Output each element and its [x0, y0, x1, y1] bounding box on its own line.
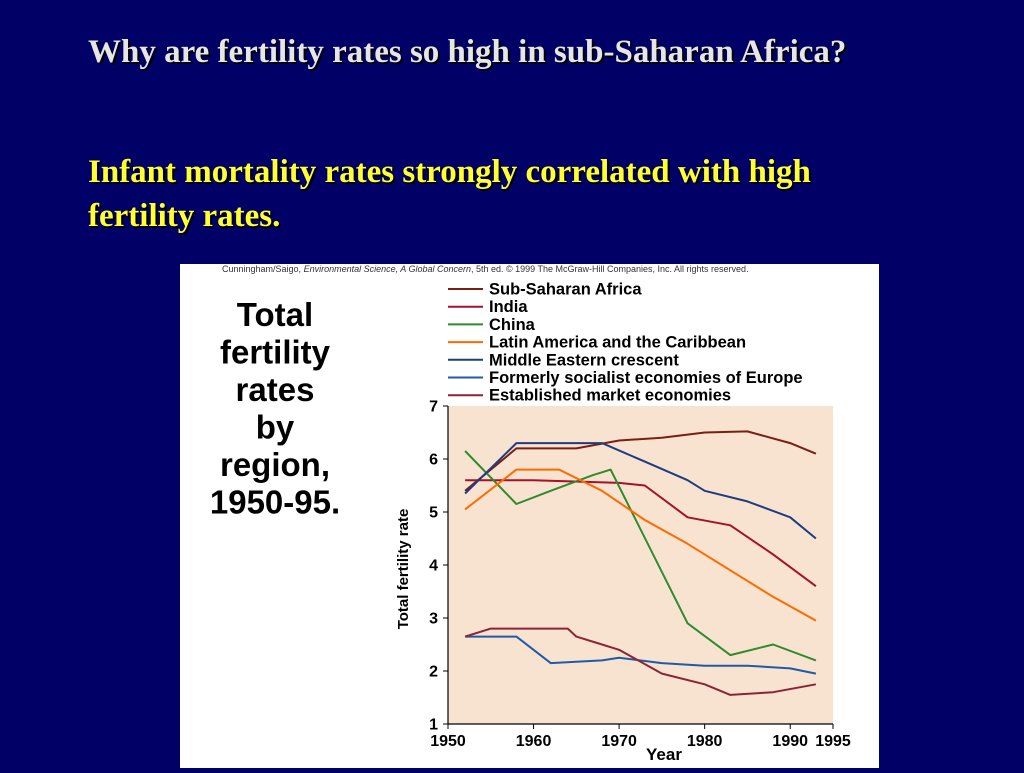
series-line [464, 468, 817, 622]
legend-label: Established market economies [489, 387, 731, 405]
series-lines [464, 430, 817, 696]
series-line [465, 635, 817, 675]
fertility-chart: Cunningham/Saigo, Environmental Science,… [210, 264, 851, 765]
series-line [465, 479, 817, 588]
series-line [464, 430, 817, 492]
slide-answer: Infant mortality rates strongly correlat… [88, 154, 811, 234]
chart-title-line: by [256, 409, 295, 446]
legend-label: Formerly socialist economies of Europe [489, 369, 803, 387]
x-tick-label: 1950 [430, 733, 466, 750]
x-tick-label: 1990 [772, 733, 808, 750]
legend-label: China [489, 316, 536, 334]
axes: 1 2 3 4 5 6 7 1950 1960 1970 1980 1990 1995 Year Total… [395, 399, 851, 765]
y-tick-label: 6 [429, 452, 438, 469]
series-line [464, 450, 817, 662]
series-line [464, 442, 817, 540]
y-axis-label: Total fertility rate [395, 509, 412, 630]
fertility-figure: Cunningham/Saigo, Environmental Science,… [180, 264, 879, 768]
chart-title-line: Total [237, 296, 313, 333]
slide-question: Why are fertility rates so high in sub-S… [88, 34, 847, 70]
chart-title-line: rates [236, 371, 315, 408]
x-tick-label: 1995 [815, 733, 851, 750]
figure-credit: Cunningham/Saigo, Environmental Science,… [222, 264, 749, 274]
credit-prefix: Cunningham/Saigo, [222, 264, 304, 274]
series-line [464, 627, 817, 696]
y-tick-label: 7 [429, 399, 438, 416]
y-tick-label: 3 [429, 611, 438, 628]
y-tick-label: 1 [429, 717, 438, 734]
x-tick-label: 1970 [601, 733, 637, 750]
legend-label: Sub-Saharan Africa [489, 281, 642, 299]
chart-title-line: fertility [220, 334, 331, 371]
x-axis-label: Year [646, 745, 682, 764]
y-tick-label: 4 [429, 558, 438, 575]
x-tick-label: 1960 [516, 733, 552, 750]
chart-title-line: region, [220, 446, 330, 483]
y-tick-label: 2 [429, 664, 438, 681]
x-tick-label: 1980 [687, 733, 723, 750]
legend-label: Middle Eastern crescent [489, 351, 679, 369]
legend-label: India [489, 298, 528, 316]
credit-suffix: , 5th ed. © 1999 The McGraw-Hill Compani… [471, 264, 749, 274]
y-tick-label: 5 [429, 505, 438, 522]
legend-label: Latin America and the Caribbean [489, 334, 746, 352]
credit-italic: Environmental Science, A Global Concern [304, 264, 471, 274]
chart-title-line: 1950-95. [210, 484, 340, 521]
